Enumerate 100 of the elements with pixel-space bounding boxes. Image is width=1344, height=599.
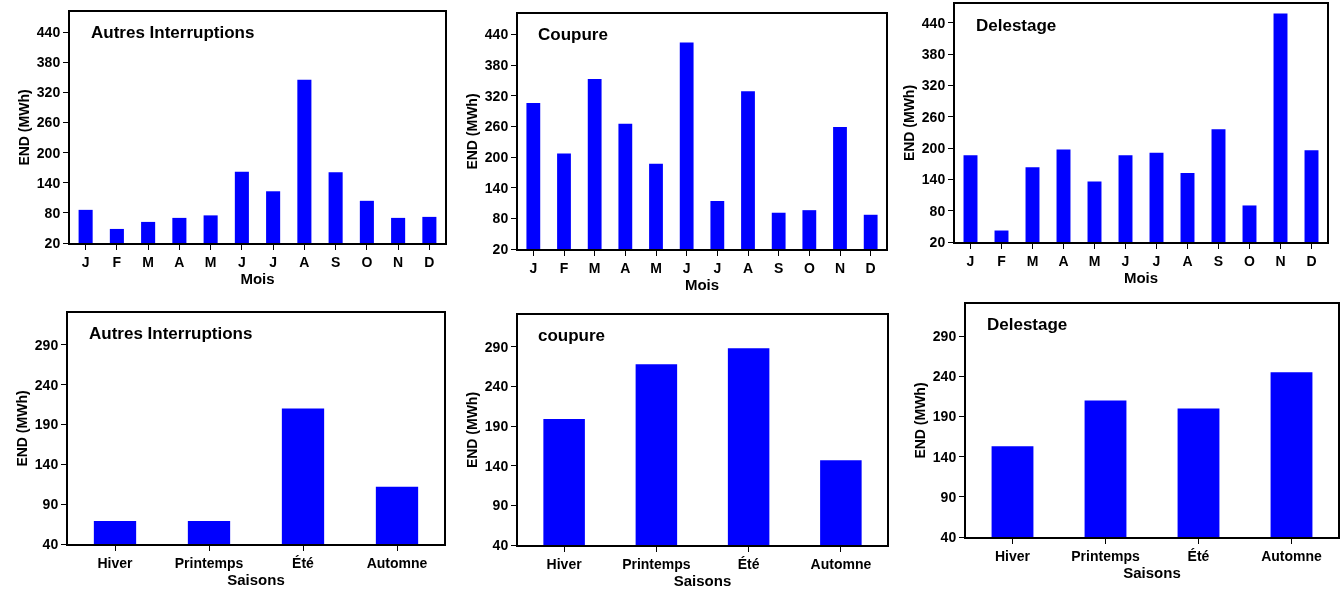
y-tick-label: 320 — [921, 77, 946, 94]
x-tick-label: J — [966, 252, 975, 269]
x-tick-label: F — [112, 253, 122, 270]
y-tick-label: 80 — [44, 204, 61, 221]
y-tick-label: 80 — [492, 210, 509, 227]
x-tick-label: S — [1213, 252, 1224, 269]
x-tick-label: A — [742, 259, 754, 276]
x-tick-label: F — [559, 259, 569, 276]
text: Autres Interruptions — [91, 23, 255, 42]
y-tick-label: 440 — [921, 14, 946, 31]
x-tick-label: D — [424, 253, 435, 270]
x-tick-label: O — [361, 253, 373, 270]
x-tick-label: Automne — [810, 555, 872, 572]
y-tick-label: 140 — [484, 457, 509, 474]
y-tick-label: 320 — [484, 87, 509, 104]
y-tick-label: 190 — [34, 416, 59, 433]
x-tick-label: Été — [737, 555, 760, 572]
x-tick-label: Automne — [366, 554, 428, 571]
y-tick-label: 260 — [36, 114, 61, 131]
x-tick-label: M — [1088, 252, 1101, 269]
x-tick-label: A — [174, 253, 185, 270]
y-tick-label: 320 — [36, 84, 61, 101]
y-axis-title: END (MWh) — [463, 391, 480, 469]
text: Delestage — [987, 315, 1068, 334]
x-axis-title: Saisons — [673, 571, 732, 589]
y-tick-label: 90 — [492, 497, 509, 514]
x-tick-label: D — [865, 259, 876, 276]
y-tick-label: 40 — [940, 528, 957, 545]
x-tick-label: O — [803, 259, 815, 276]
y-axis-title: END (MWh) — [15, 89, 32, 166]
x-tick-label: Printemps — [622, 555, 691, 572]
y-tick-label: 290 — [484, 338, 509, 355]
y-axis-title: END (MWh) — [900, 84, 917, 162]
y-tick-label: 290 — [34, 336, 59, 353]
x-tick-label: D — [1306, 252, 1317, 269]
y-tick-label: 440 — [36, 23, 61, 40]
x-tick-label: Printemps — [1071, 547, 1140, 564]
text: coupure — [538, 326, 606, 345]
x-tick-label: J — [529, 259, 538, 276]
text: Autres Interruptions — [89, 324, 253, 343]
y-tick-label: 440 — [484, 26, 509, 43]
y-tick-label: 240 — [484, 378, 509, 395]
x-tick-label: N — [834, 259, 846, 276]
x-tick-label: Été — [1187, 547, 1210, 564]
y-axis-title: END (MWh) — [911, 382, 928, 459]
x-axis-title: Mois — [684, 275, 720, 293]
x-tick-label: A — [1058, 252, 1069, 269]
y-tick-label: 90 — [940, 488, 957, 505]
x-tick-label: Hiver — [994, 547, 1031, 564]
y-tick-label: 200 — [484, 148, 509, 165]
y-tick-label: 380 — [484, 56, 509, 73]
x-tick-label: Hiver — [97, 554, 134, 571]
y-tick-label: 190 — [484, 417, 509, 434]
x-tick-label: A — [299, 253, 310, 270]
x-tick-label: Automne — [1261, 547, 1323, 564]
x-axis-title: Mois — [1123, 268, 1159, 286]
y-axis-title: END (MWh) — [13, 390, 30, 467]
y-tick-label: 240 — [34, 376, 59, 393]
x-tick-label: Printemps — [174, 554, 244, 571]
x-tick-label: S — [774, 259, 784, 276]
y-tick-label: 200 — [36, 144, 61, 161]
y-tick-label: 240 — [932, 368, 957, 385]
y-tick-label: 40 — [492, 536, 509, 553]
x-tick-label: Hiver — [546, 555, 583, 572]
y-tick-label: 190 — [932, 408, 957, 425]
x-tick-label: M — [1026, 252, 1039, 269]
x-tick-label: J — [81, 253, 90, 270]
text: Delestage — [976, 16, 1057, 35]
x-axis-title: Mois — [240, 269, 275, 287]
y-tick-label: 200 — [921, 139, 946, 156]
x-tick-label: J — [713, 259, 722, 276]
x-tick-label: M — [650, 259, 662, 276]
y-axis-title: END (MWh) — [463, 93, 480, 170]
x-tick-label: M — [204, 253, 217, 270]
y-tick-label: 90 — [42, 496, 59, 513]
y-tick-label: 80 — [929, 202, 946, 219]
x-tick-label: J — [1152, 252, 1161, 269]
x-tick-label: J — [269, 253, 278, 270]
x-tick-label: Été — [292, 554, 315, 571]
y-tick-label: 260 — [921, 108, 946, 125]
y-tick-label: 40 — [42, 535, 59, 552]
y-tick-label: 380 — [36, 54, 61, 71]
x-tick-label: S — [330, 253, 341, 270]
x-tick-label: N — [393, 253, 404, 270]
x-tick-label: A — [1182, 252, 1193, 269]
x-tick-label: J — [682, 259, 691, 276]
x-tick-label: A — [620, 259, 631, 276]
y-tick-label: 140 — [34, 456, 59, 473]
y-tick-label: 290 — [932, 328, 957, 345]
x-axis-title: Saisons — [227, 570, 285, 588]
y-tick-label: 20 — [492, 240, 509, 257]
y-tick-label: 380 — [921, 46, 946, 63]
x-tick-label: O — [1244, 252, 1256, 269]
y-tick-label: 20 — [929, 233, 946, 250]
x-tick-label: N — [1275, 252, 1286, 269]
y-tick-label: 140 — [921, 171, 946, 188]
y-tick-label: 260 — [484, 118, 509, 135]
y-tick-label: 140 — [484, 179, 509, 196]
x-tick-label: M — [588, 259, 601, 276]
x-tick-label: M — [142, 253, 154, 270]
